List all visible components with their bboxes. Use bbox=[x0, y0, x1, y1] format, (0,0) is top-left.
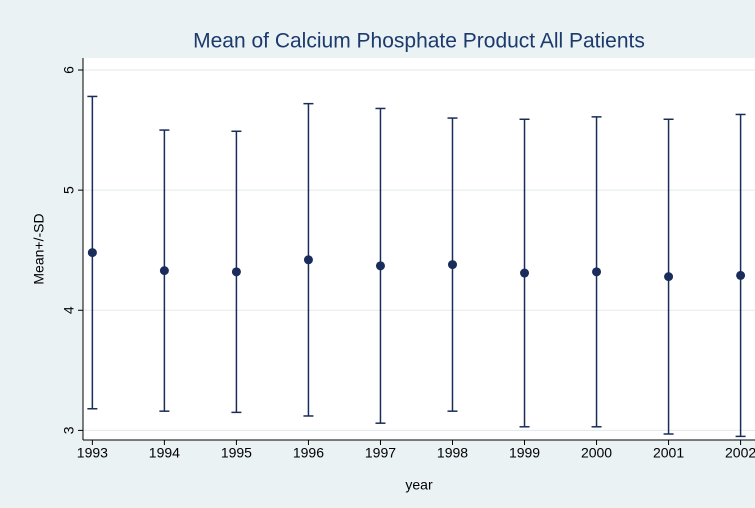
mean-point bbox=[664, 272, 674, 282]
mean-point bbox=[159, 266, 169, 276]
x-tick-label: 1993 bbox=[77, 445, 108, 461]
plot-area bbox=[83, 58, 755, 440]
x-tick-label: 1999 bbox=[509, 445, 540, 461]
chart-title: Mean of Calcium Phosphate Product All Pa… bbox=[193, 30, 645, 53]
mean-point bbox=[592, 267, 602, 277]
mean-point bbox=[231, 267, 241, 277]
y-tick-label: 5 bbox=[61, 186, 77, 194]
x-tick-label: 2002 bbox=[725, 445, 755, 461]
x-tick-label: 1995 bbox=[221, 445, 252, 461]
x-tick-label: 2001 bbox=[653, 445, 684, 461]
mean-point bbox=[375, 261, 385, 271]
y-tick-label: 6 bbox=[61, 66, 77, 74]
y-tick-label: 4 bbox=[61, 306, 77, 314]
mean-point bbox=[447, 260, 457, 270]
y-tick-label: 3 bbox=[61, 426, 77, 434]
x-tick-label: 1994 bbox=[149, 445, 180, 461]
x-tick-label: 2000 bbox=[581, 445, 612, 461]
x-tick-label: 1998 bbox=[437, 445, 468, 461]
mean-point bbox=[87, 248, 97, 258]
mean-point bbox=[736, 270, 746, 280]
x-tick-label: 1996 bbox=[293, 445, 324, 461]
mean-point bbox=[303, 255, 313, 265]
y-axis-label: Mean+/-SD bbox=[31, 213, 47, 284]
x-axis-label: year bbox=[405, 477, 433, 493]
x-tick-label: 1997 bbox=[365, 445, 396, 461]
mean-point bbox=[520, 268, 530, 278]
